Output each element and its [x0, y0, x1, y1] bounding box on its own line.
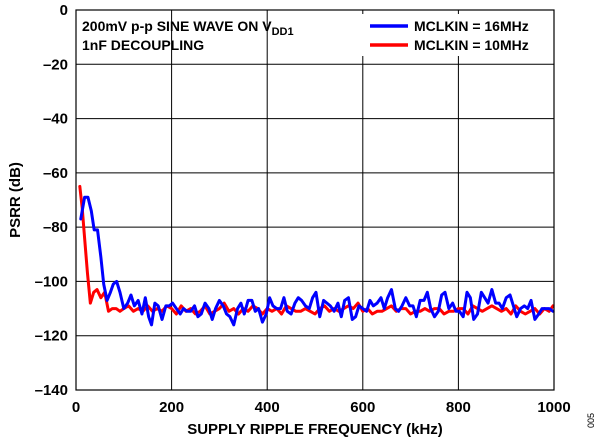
- y-tick-label: 0: [60, 2, 68, 19]
- y-axis-title: PSRR (dB): [7, 162, 24, 238]
- legend-label-10mhz: MCLKIN = 10MHz: [414, 37, 529, 53]
- annotation-line1-subscript: DD1: [272, 26, 294, 38]
- annotation: 200mV p-p SINE WAVE ON VDD1 1nF DECOUPLI…: [82, 18, 294, 53]
- x-tick-label: 200: [159, 399, 184, 416]
- x-tick-label: 600: [350, 399, 375, 416]
- figure-id: 005: [586, 413, 596, 428]
- y-tick-label: –40: [43, 111, 68, 128]
- legend: MCLKIN = 16MHz MCLKIN = 10MHz: [362, 14, 552, 56]
- y-tick-labels: 0 –20 –40 –60 –80 –100 –120 –140: [35, 2, 68, 399]
- series-line-16mhz: [79, 195, 555, 327]
- y-tick-label: –80: [43, 219, 68, 236]
- plot-frame: [75, 9, 555, 391]
- y-tick-label: –60: [43, 165, 68, 182]
- x-axis-title: SUPPLY RIPPLE FREQUENCY (kHz): [187, 421, 443, 438]
- x-tick-label: 1000: [537, 399, 570, 416]
- y-tick-label: –20: [43, 56, 68, 73]
- y-tick-label: –100: [35, 273, 68, 290]
- x-tick-labels: 0 200 400 600 800 1000: [72, 399, 571, 416]
- annotation-line2: 1nF DECOUPLING: [82, 37, 204, 53]
- y-tick-label: –140: [35, 382, 68, 399]
- legend-label-16mhz: MCLKIN = 16MHz: [414, 18, 529, 34]
- x-tick-label: 800: [446, 399, 471, 416]
- y-tick-label: –120: [35, 328, 68, 345]
- grid-lines: [76, 10, 554, 390]
- x-tick-label: 400: [255, 399, 280, 416]
- series-layer: [78, 184, 555, 327]
- annotation-line1: 200mV p-p SINE WAVE ON VDD1: [82, 18, 294, 38]
- x-tick-label: 0: [72, 399, 80, 416]
- annotation-line1-main: 200mV p-p SINE WAVE ON V: [82, 18, 272, 34]
- legend-background: [362, 14, 552, 56]
